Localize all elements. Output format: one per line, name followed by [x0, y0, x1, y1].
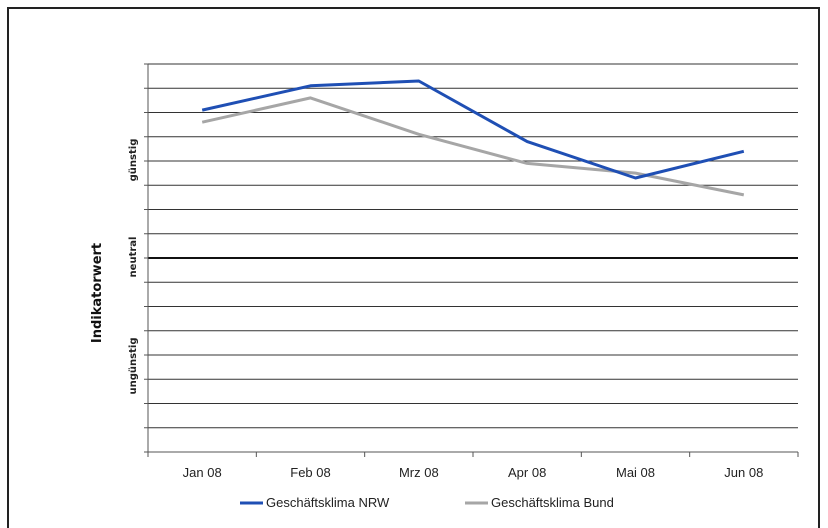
- legend-label-bund: Geschäftsklima Bund: [491, 495, 614, 510]
- y-category-unfavorable: ungünstig: [128, 338, 139, 395]
- series-line: [201, 79, 745, 180]
- legend-label-nrw: Geschäftsklima NRW: [266, 495, 390, 510]
- y-category-neutral: neutral: [128, 237, 139, 278]
- y-axis-labels: Indikatorwert günstig neutral ungünstig: [90, 139, 139, 395]
- x-tick-label: Mai 08: [616, 465, 655, 480]
- y-axis-title: Indikatorwert: [90, 243, 105, 343]
- x-tick-label: Feb 08: [290, 465, 330, 480]
- chart-frame: [7, 7, 820, 528]
- axes: [144, 63, 799, 457]
- series-lines: [201, 79, 745, 197]
- x-tick-label: Jun 08: [724, 465, 763, 480]
- x-tick-label: Jan 08: [183, 465, 222, 480]
- y-category-favorable: günstig: [128, 139, 139, 182]
- grid-lines: [148, 63, 798, 429]
- series-line: [201, 96, 745, 197]
- x-tick-label: Mrz 08: [399, 465, 439, 480]
- x-tick-label: Apr 08: [508, 465, 546, 480]
- legend: Geschäftsklima NRW Geschäftsklima Bund: [240, 495, 614, 510]
- x-axis-labels: Jan 08 Feb 08 Mrz 08 Apr 08 Mai 08 Jun 08: [183, 465, 764, 480]
